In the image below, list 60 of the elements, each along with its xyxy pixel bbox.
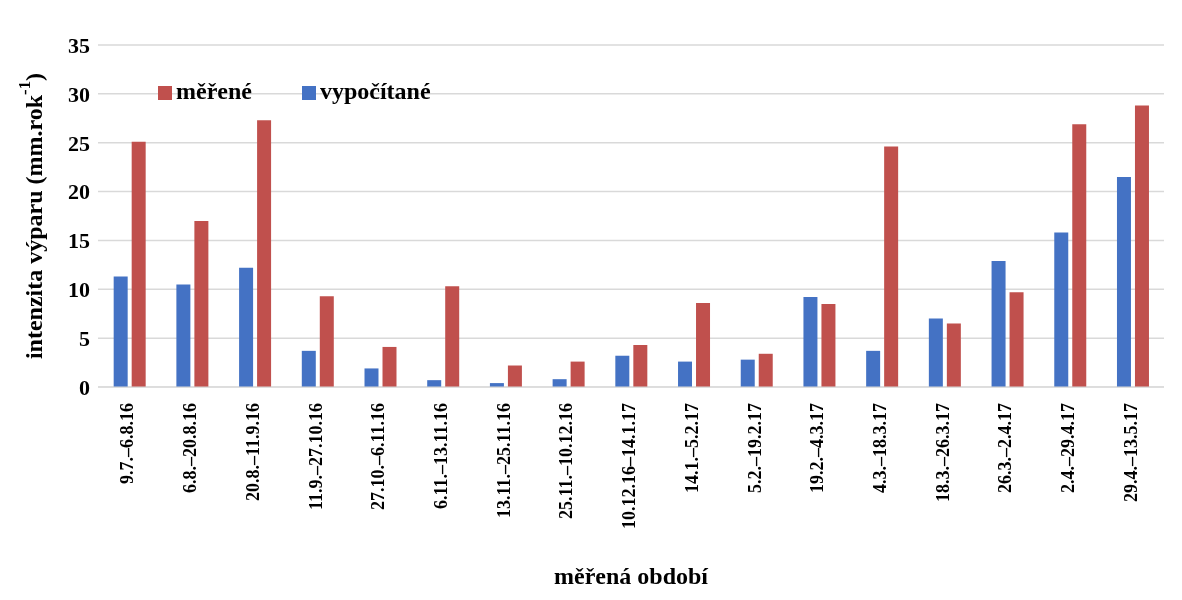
y-tick-label: 35 [68, 32, 90, 58]
bar [445, 286, 460, 387]
bar [866, 350, 881, 387]
bar [131, 141, 146, 387]
x-tick-label: 18.3.–26.3.17 [932, 403, 953, 502]
bar [507, 365, 522, 387]
bar [991, 260, 1006, 387]
y-tick-label: 30 [68, 81, 90, 107]
bar [740, 359, 755, 387]
y-tick-label: 0 [79, 374, 90, 400]
bar [570, 361, 585, 387]
bar [113, 276, 128, 387]
bar [633, 344, 648, 387]
x-tick-label: 27.10.–6.11.16 [368, 403, 389, 511]
bar [1134, 105, 1149, 387]
bar [821, 303, 836, 387]
bar [1072, 124, 1087, 387]
bar [364, 368, 379, 387]
legend-label: vypočítané [319, 78, 431, 104]
x-tick-label: 10.12.16–14.1.17 [619, 403, 640, 529]
legend-label: měřené [176, 78, 252, 104]
x-tick-label: 9.7.–6.8.16 [117, 403, 138, 484]
x-tick-label: 26.3.–2.4.17 [995, 403, 1016, 493]
bar [884, 146, 899, 387]
x-tick-label: 29.4.–13.5.17 [1120, 403, 1141, 502]
bar [615, 355, 630, 387]
y-tick-label: 25 [68, 130, 90, 156]
x-tick-label: 11.9.–27.10.16 [305, 403, 326, 511]
x-tick-label: 5.2.–19.2.17 [744, 403, 765, 493]
bar [239, 267, 254, 387]
bar [696, 302, 711, 387]
x-tick-label: 20.8.–11.9.16 [242, 403, 263, 502]
bar [382, 346, 397, 387]
x-tick-label: 19.2.–4.3.17 [807, 403, 828, 493]
x-tick-label: 4.3.–18.3.17 [869, 403, 890, 493]
x-axis-title: měřená období [553, 563, 709, 589]
bar [1116, 176, 1131, 387]
x-tick-label: 14.1.–5.2.17 [681, 403, 702, 493]
bar [176, 284, 191, 387]
bar [946, 323, 961, 387]
bar [552, 379, 567, 387]
bar [758, 353, 773, 387]
bar [1009, 292, 1024, 387]
bar [803, 297, 818, 387]
bar [928, 318, 943, 387]
bar [194, 220, 209, 387]
y-tick-label: 5 [79, 325, 90, 351]
x-tick-label: 6.8.–20.8.16 [180, 403, 201, 493]
bar [319, 296, 334, 387]
bar [301, 350, 316, 387]
x-tick-label: 2.4.–29.4.17 [1058, 403, 1079, 493]
y-tick-label: 15 [68, 228, 90, 254]
bar [678, 361, 693, 387]
y-tick-label: 10 [68, 277, 90, 303]
x-tick-label: 13.11.–25.11.16 [493, 403, 514, 519]
bar [257, 120, 272, 387]
y-tick-label: 20 [68, 179, 90, 205]
bar [1054, 232, 1069, 387]
x-tick-label: 6.11.–13.11.16 [431, 403, 452, 510]
x-tick-label: 25.11.–10.12.16 [556, 403, 577, 520]
